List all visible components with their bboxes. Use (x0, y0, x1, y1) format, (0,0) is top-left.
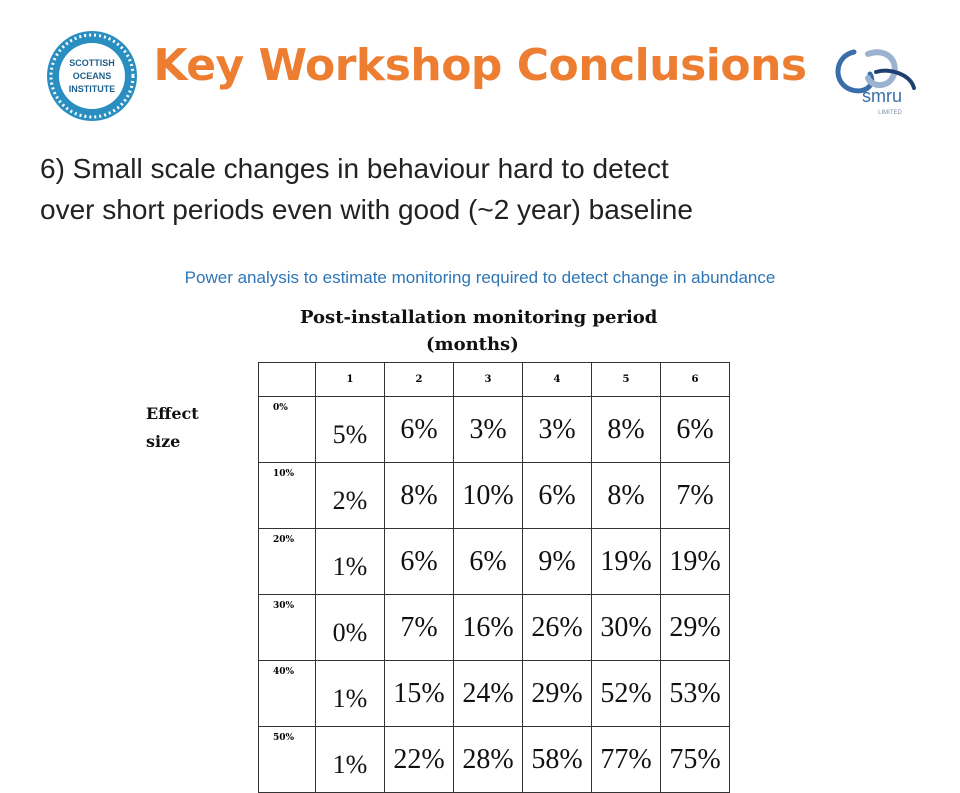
column-header: 6 (660, 362, 730, 397)
table-cell: 29% (522, 660, 592, 727)
table-cell: 24% (453, 660, 523, 727)
table-row: 50% 1% 22% 28% 58% 77% 75% (258, 726, 730, 793)
column-header: 3 (453, 362, 523, 397)
smru-logo-subtext: LIMITED (878, 110, 902, 116)
table-cell: 9% (522, 528, 592, 595)
column-header: 2 (384, 362, 454, 397)
table-cell: 1% (315, 660, 385, 727)
row-label: 10% (258, 462, 316, 529)
table-cell: 5% (315, 396, 385, 463)
table-cell: 1% (315, 726, 385, 793)
row-label: 30% (258, 594, 316, 661)
table-cell: 10% (453, 462, 523, 529)
table-cell: 8% (591, 396, 661, 463)
table-cell: 0% (315, 594, 385, 661)
table-cell: 53% (660, 660, 730, 727)
table-row: 10% 2% 8% 10% 6% 8% 7% (258, 462, 730, 529)
table-heading-line-2: (months) (426, 334, 519, 355)
soi-logo-line-3: INSTITUTE (69, 84, 116, 94)
table-cell: 8% (591, 462, 661, 529)
conclusion-line-1: 6) Small scale changes in behaviour hard… (40, 153, 669, 184)
table-cell: 77% (591, 726, 661, 793)
row-label: 40% (258, 660, 316, 727)
table-cell: 1% (315, 528, 385, 595)
table-cell: 6% (384, 528, 454, 595)
table-row: 20% 1% 6% 6% 9% 19% 19% (258, 528, 730, 595)
table-cell: 7% (384, 594, 454, 661)
power-analysis-table: 1 2 3 4 5 6 0% 5% 6% 3% 3% 8% 6% 10% 2% … (258, 362, 730, 793)
soi-logo-line-1: SCOTTISH (69, 58, 115, 68)
effect-size-label: Effect size (146, 400, 246, 456)
table-cell: 7% (660, 462, 730, 529)
table-cell: 8% (384, 462, 454, 529)
power-analysis-caption: Power analysis to estimate monitoring re… (184, 268, 776, 287)
column-header: 4 (522, 362, 592, 397)
table-cell: 15% (384, 660, 454, 727)
column-header: 5 (591, 362, 661, 397)
table-cell: 30% (591, 594, 661, 661)
table-cell: 6% (384, 396, 454, 463)
table-row: 30% 0% 7% 16% 26% 30% 29% (258, 594, 730, 661)
table-cell: 6% (522, 462, 592, 529)
table-cell: 28% (453, 726, 523, 793)
scottish-oceans-institute-logo: SCOTTISH OCEANS INSTITUTE (47, 31, 137, 121)
table-cell: 52% (591, 660, 661, 727)
soi-logo-line-2: OCEANS (73, 71, 112, 81)
table-cell: 26% (522, 594, 592, 661)
column-header: 1 (315, 362, 385, 397)
table-heading-line-1: Post-installation monitoring period (300, 307, 658, 328)
table-cell: 19% (591, 528, 661, 595)
row-label: 50% (258, 726, 316, 793)
table-corner-cell (258, 362, 316, 397)
table-cell: 22% (384, 726, 454, 793)
table-column-heading: Post-installation monitoring period (mon… (300, 304, 820, 358)
table-cell: 58% (522, 726, 592, 793)
table-row: 40% 1% 15% 24% 29% 52% 53% (258, 660, 730, 727)
table-cell: 16% (453, 594, 523, 661)
smru-logo-text: smru (862, 86, 902, 106)
table-cell: 6% (453, 528, 523, 595)
table-cell: 6% (660, 396, 730, 463)
table-cell: 19% (660, 528, 730, 595)
table-cell: 29% (660, 594, 730, 661)
conclusion-statement: 6) Small scale changes in behaviour hard… (40, 148, 940, 230)
effect-size-label-line-2: size (146, 432, 181, 451)
row-label: 20% (258, 528, 316, 595)
table-cell: 75% (660, 726, 730, 793)
table-header-row: 1 2 3 4 5 6 (258, 362, 730, 397)
smru-limited-logo: smru LIMITED (835, 49, 916, 116)
table-row: 0% 5% 6% 3% 3% 8% 6% (258, 396, 730, 463)
table-cell: 2% (315, 462, 385, 529)
page-title: Key Workshop Conclusions (153, 40, 807, 91)
table-cell: 3% (522, 396, 592, 463)
effect-size-label-line-1: Effect (146, 404, 199, 423)
conclusion-line-2: over short periods even with good (~2 ye… (40, 194, 693, 225)
row-label: 0% (258, 396, 316, 463)
table-cell: 3% (453, 396, 523, 463)
